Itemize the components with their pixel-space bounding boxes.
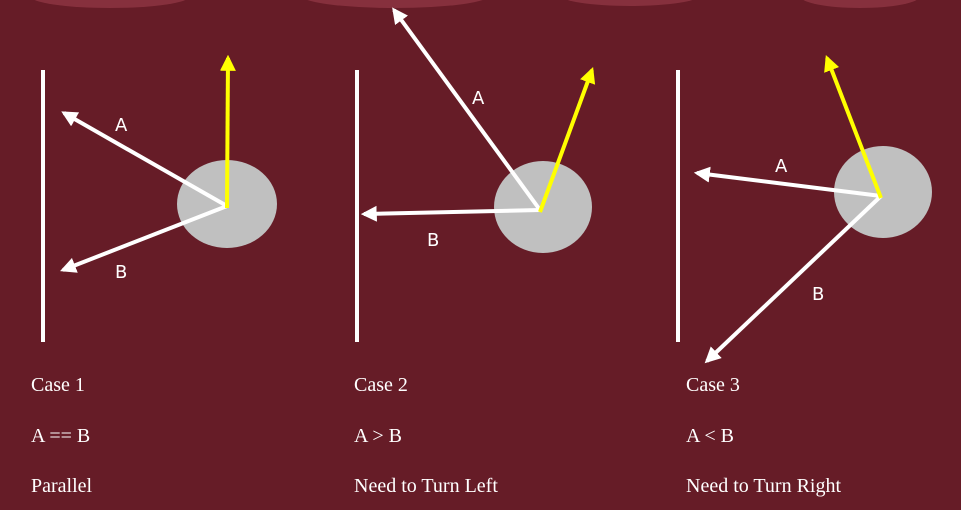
- case-2-relation: A > B: [354, 425, 402, 447]
- case-1-ray-a-label: A: [115, 115, 128, 136]
- case-1-diagram: A B: [41, 54, 277, 342]
- case-2-ray-a: [392, 7, 542, 212]
- cropped-title-banner: [0, 0, 961, 14]
- case-2-ray-a-label: A: [472, 88, 485, 109]
- case-3-heading-arrow: [824, 55, 883, 199]
- case-3-relation: A < B: [686, 425, 734, 447]
- case-1-heading-arrow: [219, 54, 236, 209]
- case-3-ray-b: [704, 194, 883, 364]
- case-3-meaning: Need to Turn Right: [686, 475, 842, 497]
- case-2-ray-b: [360, 205, 541, 222]
- case-3-ray-a-label: A: [775, 156, 788, 177]
- case-2-heading-arrow: [538, 66, 596, 213]
- case-1-ray-b-label: B: [115, 262, 127, 283]
- case-2-ray-b-label: B: [427, 230, 439, 251]
- case-1-ray-a: [61, 111, 228, 208]
- case-3-title: Case 3: [686, 374, 740, 396]
- case-1-ray-b: [60, 204, 228, 273]
- case-3-ray-a: [693, 166, 882, 198]
- case-2-diagram: A B: [355, 7, 596, 342]
- case-3-ray-b-label: B: [812, 284, 824, 305]
- case-2-meaning: Need to Turn Left: [354, 475, 498, 497]
- case-1-title: Case 1: [31, 374, 85, 396]
- case-2-title: Case 2: [354, 374, 408, 396]
- case-1-meaning: Parallel: [31, 475, 93, 497]
- case-1-relation: A == B: [31, 425, 91, 447]
- case-3-diagram: A B: [676, 55, 932, 364]
